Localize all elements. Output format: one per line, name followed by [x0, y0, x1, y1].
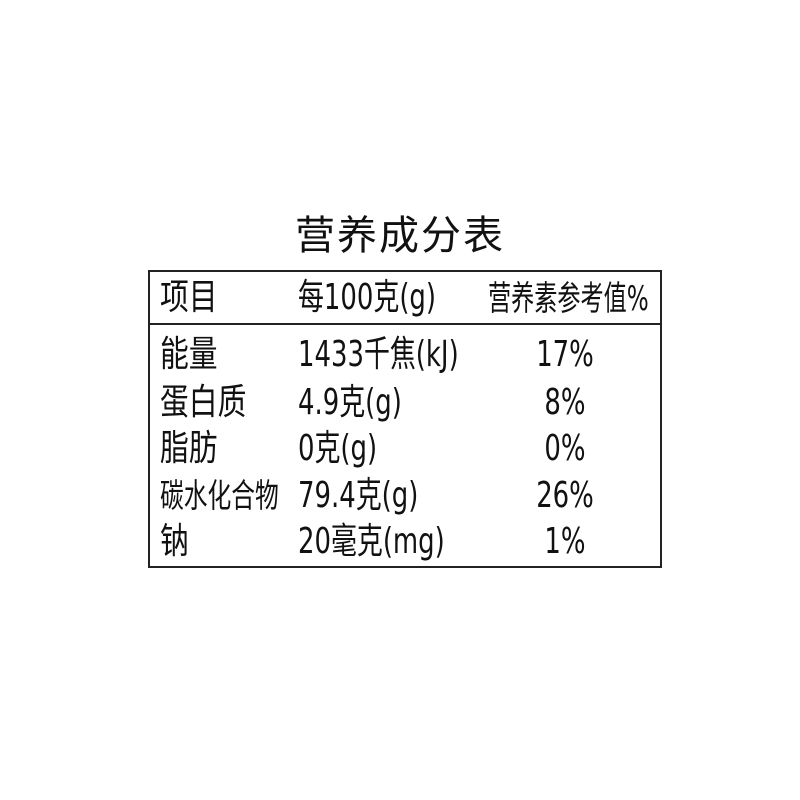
nutrient-nrv: 0% [544, 428, 586, 469]
header-item: 项目 [160, 277, 218, 318]
nutrient-amount: 79.4克(g) [298, 475, 419, 516]
nutrient-amount: 4.9克(g) [298, 382, 402, 423]
header-divider [148, 323, 662, 325]
header-nrv: 营养素参考值% [488, 279, 649, 319]
nutrient-nrv: 17% [536, 334, 594, 375]
nutrient-nrv: 1% [544, 521, 586, 562]
nutrition-table-border [148, 270, 662, 568]
nutrient-name: 碳水化合物 [160, 476, 279, 515]
nutrient-amount: 1433千焦(kJ) [298, 334, 459, 375]
nutrient-amount: 20毫克(mg) [298, 521, 445, 562]
nutrient-amount: 0克(g) [298, 428, 378, 469]
nutrient-name: 脂肪 [160, 428, 218, 469]
nutrient-name: 能量 [160, 334, 218, 375]
nutrient-name: 蛋白质 [160, 382, 247, 423]
header-per-100g: 每100克(g) [298, 277, 436, 318]
table-title: 营养成分表 [295, 213, 505, 259]
nutrient-nrv: 26% [536, 475, 594, 516]
nutrient-name: 钠 [160, 521, 189, 562]
nutrient-nrv: 8% [544, 382, 586, 423]
